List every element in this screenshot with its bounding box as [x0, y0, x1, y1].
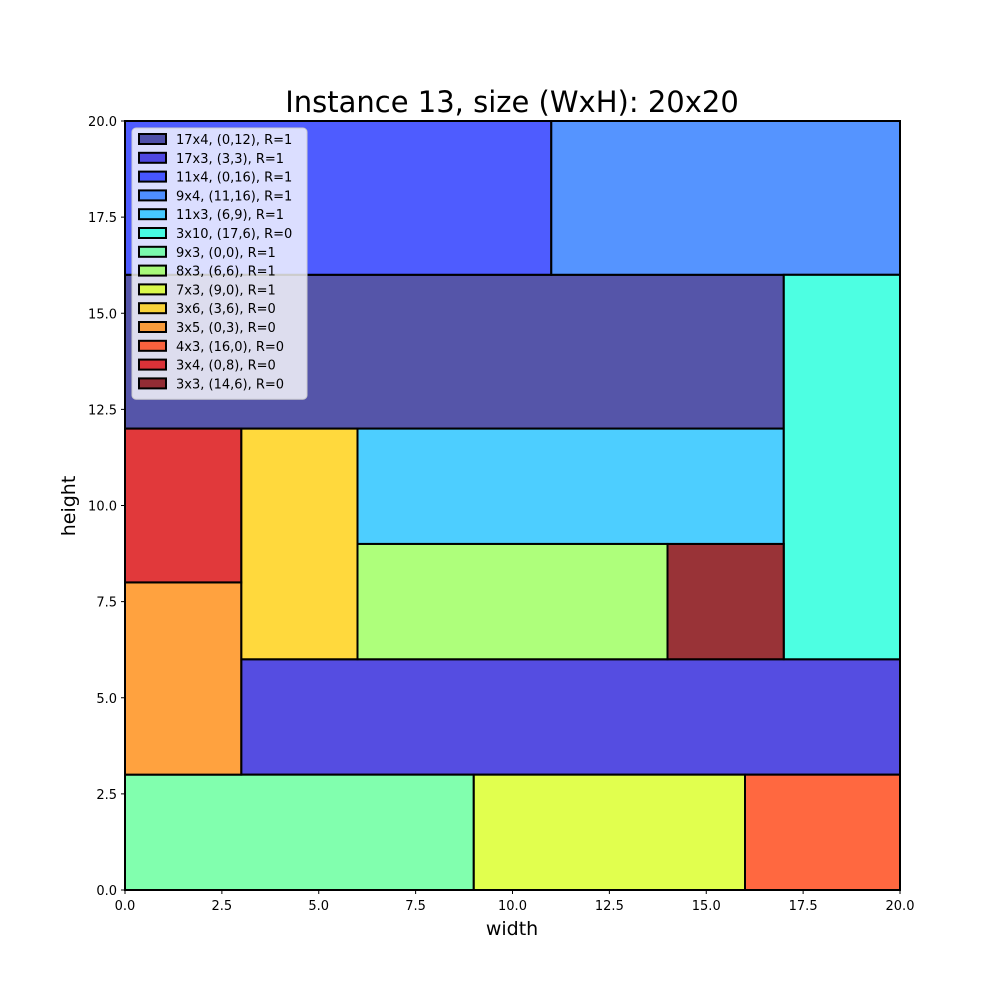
- x-tick-label-0: 0.0: [115, 899, 136, 914]
- legend-label-6: 9x3, (0,0), R=1: [176, 246, 276, 261]
- y-tick-label-3: 7.5: [96, 596, 117, 611]
- packed-rect-8: [472, 773, 746, 892]
- packed-rect-13: [666, 542, 785, 661]
- y-tick-label-1: 2.5: [96, 788, 117, 803]
- chart-title: Instance 13, size (WxH): 20x20: [285, 85, 739, 119]
- packed-rect-12: [124, 427, 243, 584]
- packed-rect-3: [550, 120, 901, 276]
- legend-frame: [131, 127, 308, 400]
- packed-rect-1: [240, 658, 901, 776]
- packed-rect-6: [124, 773, 475, 892]
- packed-rect-5: [782, 273, 901, 661]
- y-tick-label-5: 12.5: [88, 403, 117, 418]
- legend-swatch-6: [138, 245, 167, 258]
- x-tick-label-7: 17.5: [789, 899, 818, 914]
- legend-label-4: 11x3, (6,9), R=1: [176, 208, 284, 223]
- legend-label-2: 11x4, (0,16), R=1: [176, 171, 292, 186]
- x-axis-label: width: [486, 918, 538, 940]
- legend-swatch-9: [138, 302, 167, 315]
- legend-label-8: 7x3, (9,0), R=1: [176, 283, 276, 298]
- x-tick-label-2: 5.0: [308, 899, 329, 914]
- legend-swatch-3: [138, 189, 167, 202]
- legend-swatch-2: [138, 170, 167, 183]
- x-tick-label-1: 2.5: [212, 899, 233, 914]
- y-tick-label-6: 15.0: [88, 307, 117, 322]
- legend-label-12: 3x4, (0,8), R=0: [176, 359, 276, 374]
- legend-label-1: 17x3, (3,3), R=1: [176, 152, 284, 167]
- legend-label-10: 3x5, (0,3), R=0: [176, 321, 276, 336]
- y-tick-label-7: 17.5: [88, 211, 117, 226]
- packed-rect-9: [240, 427, 359, 661]
- y-tick-label-4: 10.0: [88, 500, 117, 515]
- legend-label-0: 17x4, (0,12), R=1: [176, 133, 292, 148]
- legend-swatch-11: [138, 339, 167, 352]
- packed-rect-11: [744, 773, 901, 892]
- x-tick-label-4: 10.0: [498, 899, 527, 914]
- legend-label-9: 3x6, (3,6), R=0: [176, 302, 276, 317]
- legend-label-5: 3x10, (17,6), R=0: [176, 227, 292, 242]
- legend-label-7: 8x3, (6,6), R=1: [176, 265, 276, 280]
- legend-swatch-0: [138, 133, 167, 145]
- y-axis-ticks: 0.0 2.5 5.0 7.5 10.0 12.5 15.0 17.5 20.0: [88, 115, 125, 899]
- x-tick-label-5: 12.5: [595, 899, 624, 914]
- legend-label-3: 9x4, (11,16), R=1: [176, 189, 292, 204]
- y-axis-label: height: [58, 476, 80, 537]
- legend-swatch-4: [138, 208, 167, 221]
- legend-swatch-10: [138, 321, 167, 333]
- legend-swatch-7: [138, 264, 167, 277]
- legend-swatch-13: [138, 377, 167, 390]
- legend-label-13: 3x3, (14,6), R=0: [176, 377, 284, 392]
- packed-rect-7: [356, 542, 669, 661]
- x-tick-label-3: 7.5: [405, 899, 426, 914]
- x-tick-label-6: 15.0: [692, 899, 721, 914]
- legend-swatch-12: [138, 358, 167, 371]
- legend-swatch-5: [138, 227, 167, 239]
- legend: 17x4, (0,12), R=1 17x3, (3,3), R=1 11x4, (…: [131, 127, 308, 400]
- packed-rect-10: [124, 581, 243, 776]
- y-tick-label-2: 5.0: [96, 692, 117, 707]
- x-tick-label-8: 20.0: [886, 899, 915, 914]
- rectangles-layer: [124, 120, 901, 892]
- legend-swatch-8: [138, 283, 167, 296]
- y-tick-label-0: 0.0: [96, 884, 117, 899]
- legend-swatch-1: [138, 151, 167, 164]
- x-axis-ticks: 0.0 2.5 5.0 7.5 10.0 12.5 15.0 17.5 20.0: [115, 890, 915, 914]
- packed-rect-4: [356, 427, 785, 545]
- y-tick-label-8: 20.0: [88, 115, 117, 130]
- legend-label-11: 4x3, (16,0), R=0: [176, 340, 284, 355]
